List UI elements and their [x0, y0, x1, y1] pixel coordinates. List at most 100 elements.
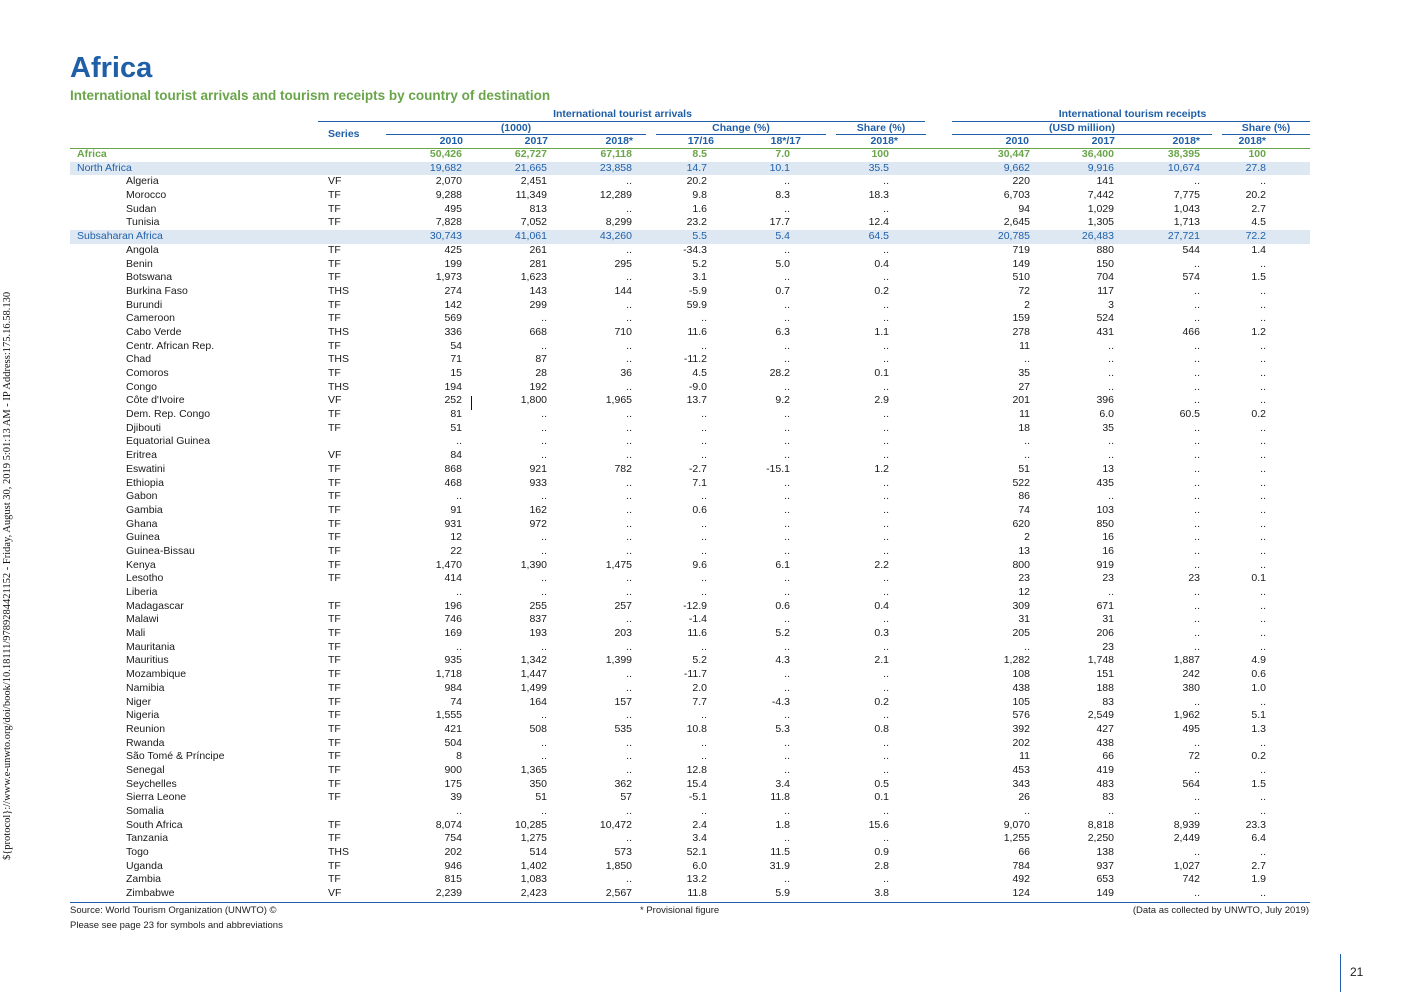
- row-series: TF: [328, 627, 341, 640]
- table-row: Mali TF 169 193 203 11.6 5.2 0.3 205 206....: [70, 627, 1310, 641]
- row-value: 31: [1018, 613, 1030, 626]
- row-value: ..: [784, 613, 790, 626]
- row-value: 2,070: [435, 175, 462, 188]
- row-name: Kenya: [126, 558, 156, 571]
- row-value: 8: [456, 750, 462, 763]
- row-value: ..: [883, 640, 889, 653]
- row-value: 8,939: [1173, 818, 1200, 831]
- row-value: 522: [1012, 476, 1030, 489]
- row-value: 220: [1012, 175, 1030, 188]
- row-value: ..: [1260, 298, 1266, 311]
- row-series: TF: [328, 202, 341, 215]
- row-value: ..: [626, 408, 632, 421]
- row-value: 12,289: [599, 189, 632, 202]
- table-row: Guinea-Bissau TF 22.......... 13 16....: [70, 545, 1310, 559]
- row-value: ..: [456, 640, 462, 653]
- row-value: ..: [883, 586, 889, 598]
- row-value: 510: [1012, 271, 1030, 284]
- row-value: 35: [1102, 421, 1114, 434]
- row-value: 5.0: [775, 257, 790, 270]
- row-value: 5.2: [775, 627, 790, 640]
- row-value: 18: [1018, 421, 1030, 434]
- row-value: ..: [541, 408, 547, 421]
- row-value: 5.9: [775, 887, 790, 900]
- row-value: 38,395: [1167, 148, 1200, 160]
- row-value: ..: [784, 750, 790, 763]
- row-value: ..: [1024, 640, 1030, 653]
- table-row: Niger TF 74 164 157 7.7 -4.3 0.2 105 83....: [70, 696, 1310, 710]
- row-value: 203: [614, 627, 632, 640]
- row-value: ..: [1260, 394, 1266, 407]
- row-value: ..: [626, 380, 632, 393]
- row-value: 169: [444, 627, 462, 640]
- row-name: Mozambique: [126, 668, 187, 681]
- row-value: 1.6: [692, 202, 707, 215]
- row-value: 81: [450, 408, 462, 421]
- row-value: ..: [1194, 558, 1200, 571]
- row-value: 205: [1012, 627, 1030, 640]
- row-value: ..: [883, 476, 889, 489]
- row-value: 83: [1102, 791, 1114, 804]
- row-value: 1,973: [435, 271, 462, 284]
- col-header: 2018*: [1238, 135, 1266, 147]
- row-value: ..: [1194, 791, 1200, 804]
- row-value: 23: [1188, 572, 1200, 585]
- row-value: ..: [784, 449, 790, 462]
- row-value: ..: [1260, 353, 1266, 366]
- row-value: 7,775: [1173, 189, 1200, 202]
- table-row: South Africa TF 8,074 10,285 10,472 2.4 1.8 15.…: [70, 819, 1310, 833]
- row-value: 1.1: [874, 325, 889, 338]
- table-row: Guinea TF 12.......... 2 16....: [70, 531, 1310, 545]
- row-value: 164: [529, 695, 547, 708]
- row-value: ..: [541, 709, 547, 722]
- row-value: 668: [529, 325, 547, 338]
- collection-note: (Data as collected by UNWTO, July 2019): [1132, 905, 1309, 916]
- row-value: 23: [1102, 572, 1114, 585]
- row-value: ..: [1260, 435, 1266, 448]
- row-value: ..: [1108, 449, 1114, 462]
- table-row: Eswatini TF 868 921 782 -2.7 -15.1 1.2 51 13....: [70, 463, 1310, 477]
- row-value: 1.2: [874, 462, 889, 475]
- row-value: 11.6: [687, 325, 707, 338]
- row-value: ..: [1108, 339, 1114, 352]
- row-value: ..: [784, 175, 790, 188]
- row-value: 0.6: [692, 503, 707, 516]
- row-value: ..: [883, 353, 889, 366]
- table-row: Angola TF 425 261.. -34.3.... 719 880 544 1.4: [70, 244, 1310, 258]
- row-value: ..: [1024, 449, 1030, 462]
- row-value: 31: [1102, 613, 1114, 626]
- row-value: 0.2: [1251, 750, 1266, 763]
- row-value: 508: [529, 722, 547, 735]
- row-name: Congo: [126, 380, 157, 393]
- row-value: ..: [1024, 353, 1030, 366]
- row-value: ..: [701, 531, 707, 544]
- row-name: Subsaharan Africa: [77, 230, 163, 243]
- row-value: ..: [883, 613, 889, 626]
- table-row: Senegal TF 900 1,365.. 12.8.... 453 419....: [70, 764, 1310, 778]
- row-value: 74: [1018, 503, 1030, 516]
- row-value: 1,447: [520, 668, 547, 681]
- row-value: 2,549: [1087, 709, 1114, 722]
- row-value: 202: [444, 846, 462, 859]
- row-value: 309: [1012, 599, 1030, 612]
- row-value: 72: [1018, 284, 1030, 297]
- row-value: ..: [626, 613, 632, 626]
- row-value: 23: [1102, 640, 1114, 653]
- row-name: Eritrea: [126, 449, 157, 462]
- table-row: Equatorial Guinea....................: [70, 435, 1310, 449]
- row-value: ..: [1260, 367, 1266, 379]
- row-value: 880: [1096, 243, 1114, 256]
- row-value: ..: [1260, 763, 1266, 776]
- row-value: 5.2: [692, 654, 707, 667]
- row-value: 7.0: [775, 148, 790, 160]
- row-value: 4.5: [1251, 216, 1266, 229]
- row-value: 64.5: [868, 230, 889, 243]
- row-value: 255: [529, 599, 547, 612]
- row-value: 421: [444, 722, 462, 735]
- row-name: Nigeria: [126, 709, 160, 722]
- row-name: Angola: [126, 243, 159, 256]
- arrivals-group-rule: [318, 121, 925, 122]
- table-row: Benin TF 199 281 295 5.2 5.0 0.4 149 150....: [70, 258, 1310, 272]
- row-value: 837: [529, 613, 547, 626]
- row-series: TF: [328, 681, 341, 694]
